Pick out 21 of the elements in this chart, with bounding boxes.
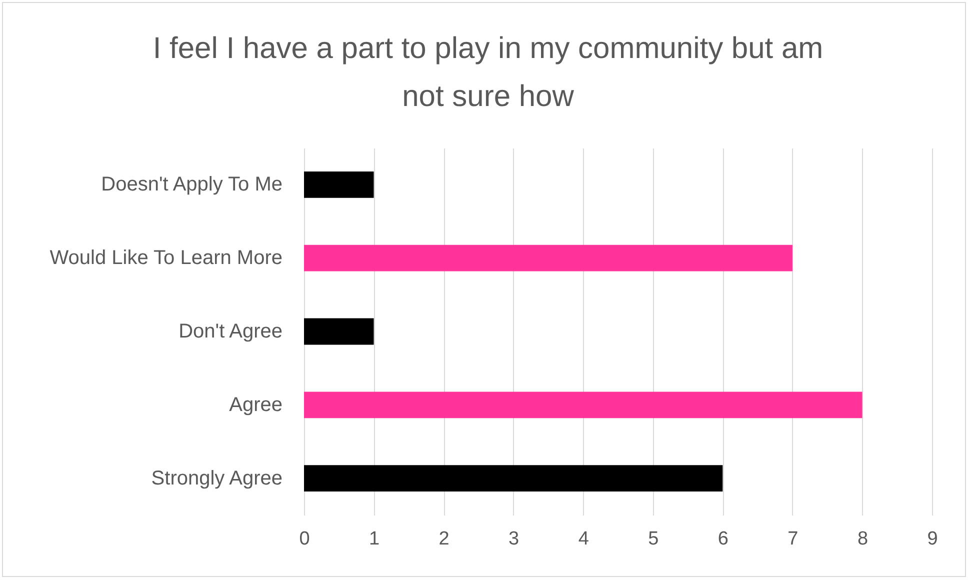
x-tick-label: 3: [508, 528, 520, 550]
x-tick-label: 9: [927, 528, 938, 550]
bar: [304, 465, 723, 492]
y-tick-label: Would Like To Learn More: [50, 247, 282, 270]
chart-title: I feel I have a part to play in my community but am not sure how: [152, 32, 824, 113]
x-tick-label: 6: [718, 528, 728, 550]
y-tick-label: Strongly Agree: [151, 467, 282, 490]
x-tick-label: 5: [648, 528, 659, 550]
x-tick-label: 7: [788, 528, 798, 550]
x-tick-label: 0: [299, 528, 310, 550]
y-tick-label: Doesn't Apply To Me: [101, 174, 282, 196]
x-tick-label: 2: [438, 528, 450, 550]
bar: [304, 244, 792, 272]
x-tick-label: 4: [578, 528, 590, 550]
y-tick-label: Agree: [229, 394, 282, 416]
x-tick-label: 8: [857, 528, 868, 550]
bar: [304, 171, 374, 198]
bar: [304, 318, 374, 345]
bar: [304, 392, 862, 418]
y-tick-label: Don't Agree: [178, 320, 282, 342]
x-tick-label: 1: [368, 528, 380, 550]
